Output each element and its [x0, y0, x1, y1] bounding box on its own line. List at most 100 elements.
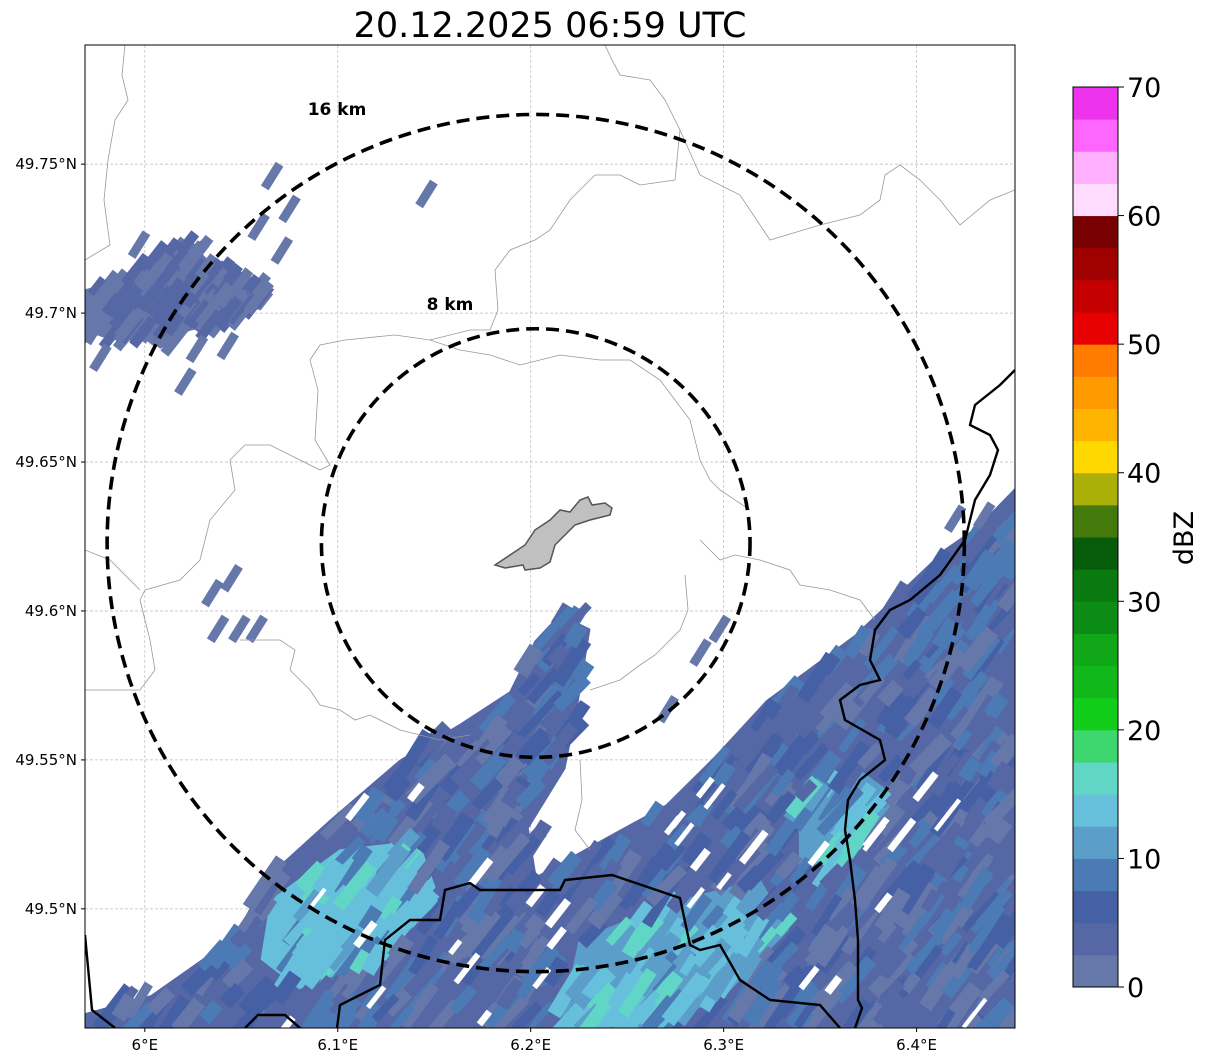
echo-streak [430, 803, 458, 833]
echo-gap [544, 898, 572, 929]
commune-border [679, 129, 1015, 241]
echo-streak [260, 161, 284, 191]
colorbar-segment [1073, 247, 1118, 281]
echo-streak [413, 758, 439, 785]
echo-streak [85, 316, 106, 346]
echo-streak [928, 880, 967, 925]
echo-streak [320, 985, 369, 1028]
echo-streak [925, 547, 952, 580]
echo-gap [674, 822, 695, 847]
echo-streak [939, 587, 967, 617]
colorbar-segment [1073, 376, 1118, 409]
echo-streak [902, 626, 935, 666]
echo-streak [174, 367, 197, 396]
echo-streak [378, 895, 403, 923]
echo-streak [514, 727, 550, 765]
echo-streak [517, 673, 541, 697]
echo-streak [247, 212, 270, 241]
echo-streak [245, 614, 268, 644]
echo-streak [365, 843, 411, 897]
commune-border [699, 539, 876, 621]
echo-streak [216, 331, 240, 361]
x-tick-label: 6°E [132, 1036, 159, 1054]
echo-streak [991, 504, 1015, 547]
echo-streak [547, 850, 583, 890]
echo-streak [819, 863, 847, 891]
commune-border [589, 574, 689, 691]
echo-streak [947, 595, 977, 626]
echo-streak [722, 894, 742, 918]
echo-streak [661, 971, 709, 1027]
echo-streak [417, 923, 440, 949]
echo-streak [750, 716, 779, 748]
echo-streak [986, 830, 1015, 876]
colorbar-segment [1073, 344, 1118, 377]
range-rings [105, 112, 967, 974]
echo-streak [365, 820, 389, 844]
echo-streak [415, 179, 438, 209]
echo-streak [640, 800, 664, 828]
echo-streak [989, 657, 1015, 684]
echo-streak [201, 578, 224, 608]
y-tick-label: 49.5°N [25, 900, 77, 918]
echo-streak [958, 521, 997, 565]
colorbar-segment [1073, 601, 1118, 634]
echo-streak [199, 999, 224, 1025]
echo-streak [478, 911, 519, 962]
colorbar-segment [1073, 762, 1118, 795]
country-border-south [85, 934, 116, 1028]
echo-streak [721, 805, 747, 831]
echo-gap [353, 920, 378, 949]
echo-streak [642, 994, 674, 1028]
echo-streak [964, 596, 1001, 643]
echo-streak [564, 952, 607, 1002]
echo-gap [862, 823, 887, 852]
echo-streak [127, 230, 151, 259]
echo-streak [931, 676, 955, 706]
echo-streak [856, 741, 884, 770]
echo-streak [920, 888, 941, 913]
echo-streak [471, 908, 516, 961]
echo-streak [332, 860, 377, 912]
echo-streak [508, 946, 533, 977]
y-tick-label: 49.65°N [15, 453, 77, 471]
echo-streak [853, 856, 898, 912]
echo-streak [518, 690, 564, 739]
echo-streak [500, 780, 528, 810]
chart-title: 20.12.2025 06:59 UTC [354, 6, 747, 46]
echo-streak [958, 756, 983, 783]
echo-streak [380, 1003, 415, 1028]
echo-streak [736, 914, 770, 958]
echo-streak [325, 927, 366, 972]
echo-streak [907, 987, 952, 1028]
echo-streak [691, 994, 729, 1028]
echo-streak [654, 795, 686, 833]
echo-streak [220, 563, 243, 593]
echo-streak [248, 272, 271, 297]
echo-streak [759, 985, 800, 1028]
echo-streak [941, 963, 973, 999]
echo-streak [513, 643, 544, 678]
echo-gap [468, 857, 494, 887]
echo-streak [934, 822, 967, 856]
country-border-south [244, 1013, 301, 1028]
echo-gap [695, 776, 715, 799]
y-tick-label: 49.7°N [25, 304, 77, 322]
echo-streak [146, 986, 175, 1016]
echo-streak [566, 839, 603, 887]
echo-streak [334, 845, 373, 898]
commune-borders [85, 45, 1015, 851]
echo-streak [774, 912, 798, 937]
echo-streak [989, 733, 1015, 771]
echo-streak [452, 820, 488, 859]
echo-streak [177, 240, 206, 272]
colorbar-segment [1073, 504, 1118, 538]
echo-streak [801, 923, 838, 967]
echo-streak [103, 268, 130, 299]
echo-streak [939, 904, 974, 949]
x-tick-label: 6.1°E [317, 1036, 358, 1054]
echo-streak [949, 778, 975, 809]
echo-streak [242, 855, 287, 912]
echo-streak [843, 624, 872, 660]
echo-streak [799, 988, 844, 1028]
